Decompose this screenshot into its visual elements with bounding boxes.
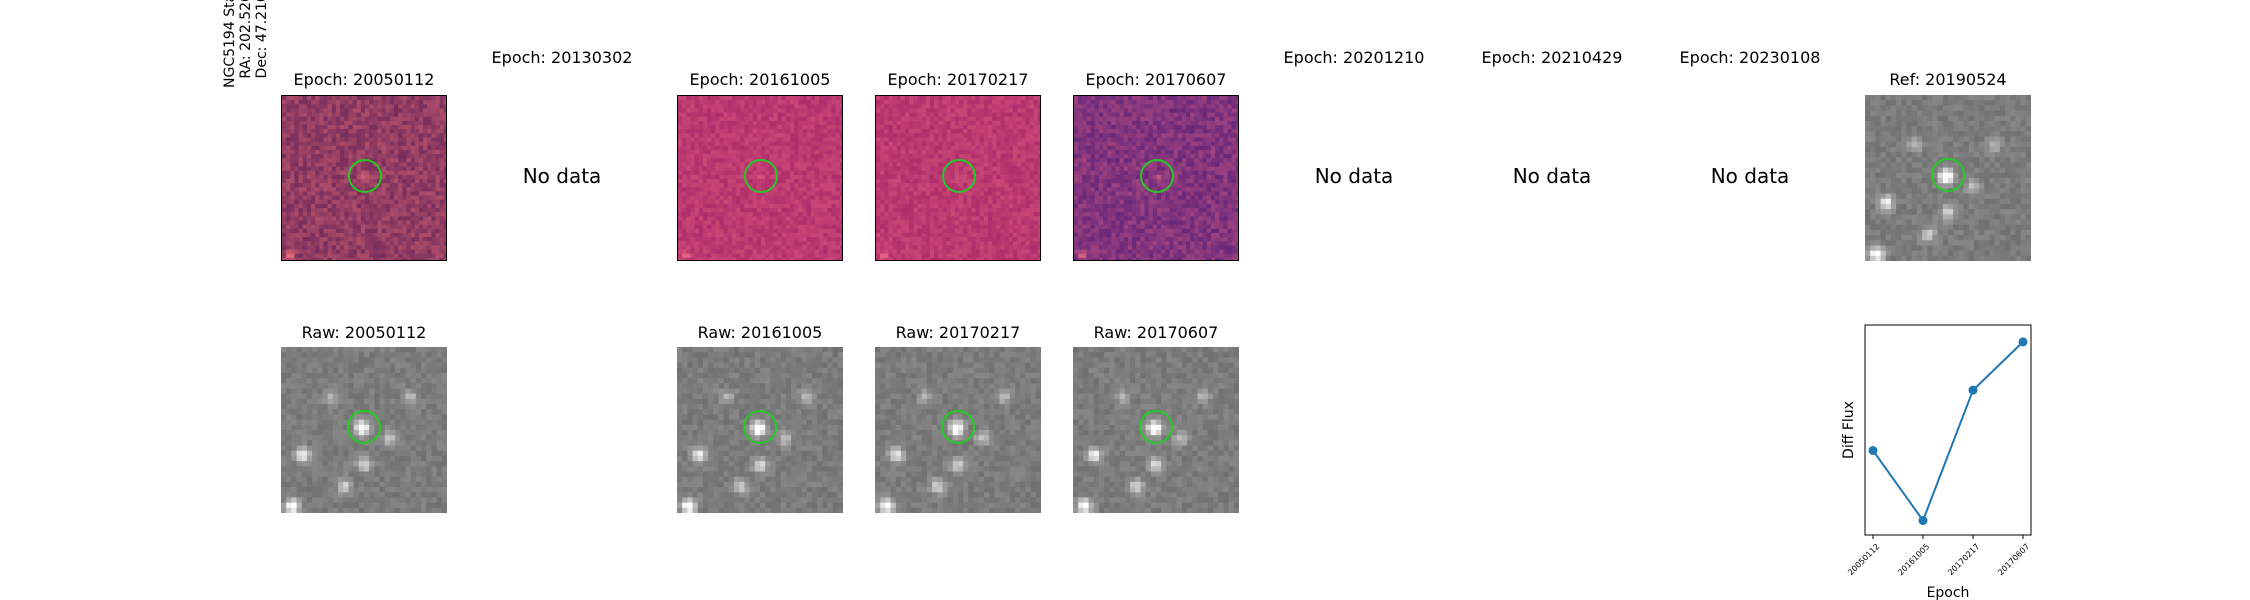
x-tick-label-20170607: 20170607: [1996, 542, 2031, 577]
raw-title-4: Raw: 20170607: [1093, 323, 1219, 342]
data-point-20161005: [1918, 516, 1928, 526]
series-line: [1872, 341, 2024, 523]
epoch-title-6: Epoch: 20201210: [1283, 48, 1425, 67]
target-circle-marker: [1140, 159, 1174, 193]
epoch-title-4: Epoch: 20170217: [887, 70, 1029, 89]
no-data-20201210: No data: [1314, 164, 1394, 188]
epoch-title-3: Epoch: 20161005: [689, 70, 831, 89]
diff-image-20170217: [875, 95, 1041, 261]
chart-frame: [1864, 324, 2032, 536]
data-point-20170607: [2018, 337, 2028, 347]
target-name: NGC5194 Star 7798: [222, 0, 238, 88]
target-circle-marker: [1931, 158, 1965, 192]
epoch-title-5: Epoch: 20170607: [1085, 70, 1227, 89]
data-point-20050112: [1868, 446, 1878, 456]
raw-image-20050112: [281, 347, 447, 513]
no-data-20130302: No data: [522, 164, 602, 188]
raw-image-20170217: [875, 347, 1041, 513]
target-circle-marker: [941, 410, 975, 444]
target-circle-marker: [348, 159, 382, 193]
raw-image-20161005: [677, 347, 843, 513]
x-tick-label-20170217: 20170217: [1946, 542, 1981, 577]
light-curve-chart: 20050112 20161005 20170217 20170607 Diff Fl…: [1841, 324, 2032, 600]
target-circle-marker: [942, 159, 976, 193]
target-circle-marker: [744, 159, 778, 193]
diff-image-20161005: [677, 95, 843, 261]
target-ra: RA: 202.5204080: [238, 0, 254, 79]
diff-image-20170607: [1073, 95, 1239, 261]
target-dec: Dec: 47.2107776: [254, 0, 270, 79]
raw-title-3: Raw: 20170217: [895, 323, 1021, 342]
target-label: NGC5194 Star 7798 RA: 202.5204080 Dec: 4…: [222, 0, 286, 108]
raw-title-2: Raw: 20161005: [697, 323, 823, 342]
epoch-title-2: Epoch: 20130302: [491, 48, 633, 67]
epoch-title-7: Epoch: 20210429: [1481, 48, 1623, 67]
x-axis-label: Epoch: [1927, 585, 1970, 600]
raw-image-20170607: [1073, 347, 1239, 513]
target-circle-marker: [347, 410, 381, 444]
no-data-20230108: No data: [1710, 164, 1790, 188]
ref-image-20190524: [1865, 95, 2031, 261]
epoch-title-8: Epoch: 20230108: [1679, 48, 1821, 67]
ref-title: Ref: 20190524: [1889, 70, 2007, 89]
epoch-title-1: Epoch: 20050112: [293, 70, 435, 89]
raw-title-1: Raw: 20050112: [301, 323, 427, 342]
target-circle-marker: [743, 410, 777, 444]
no-data-20210429: No data: [1512, 164, 1592, 188]
y-axis-label: Diff Flux: [1841, 401, 1857, 459]
x-tick-label-20161005: 20161005: [1896, 542, 1931, 577]
diff-image-20050112: [281, 95, 447, 261]
x-tick-label-20050112: 20050112: [1846, 542, 1881, 577]
target-circle-marker: [1139, 410, 1173, 444]
data-point-20170217: [1968, 385, 1978, 395]
